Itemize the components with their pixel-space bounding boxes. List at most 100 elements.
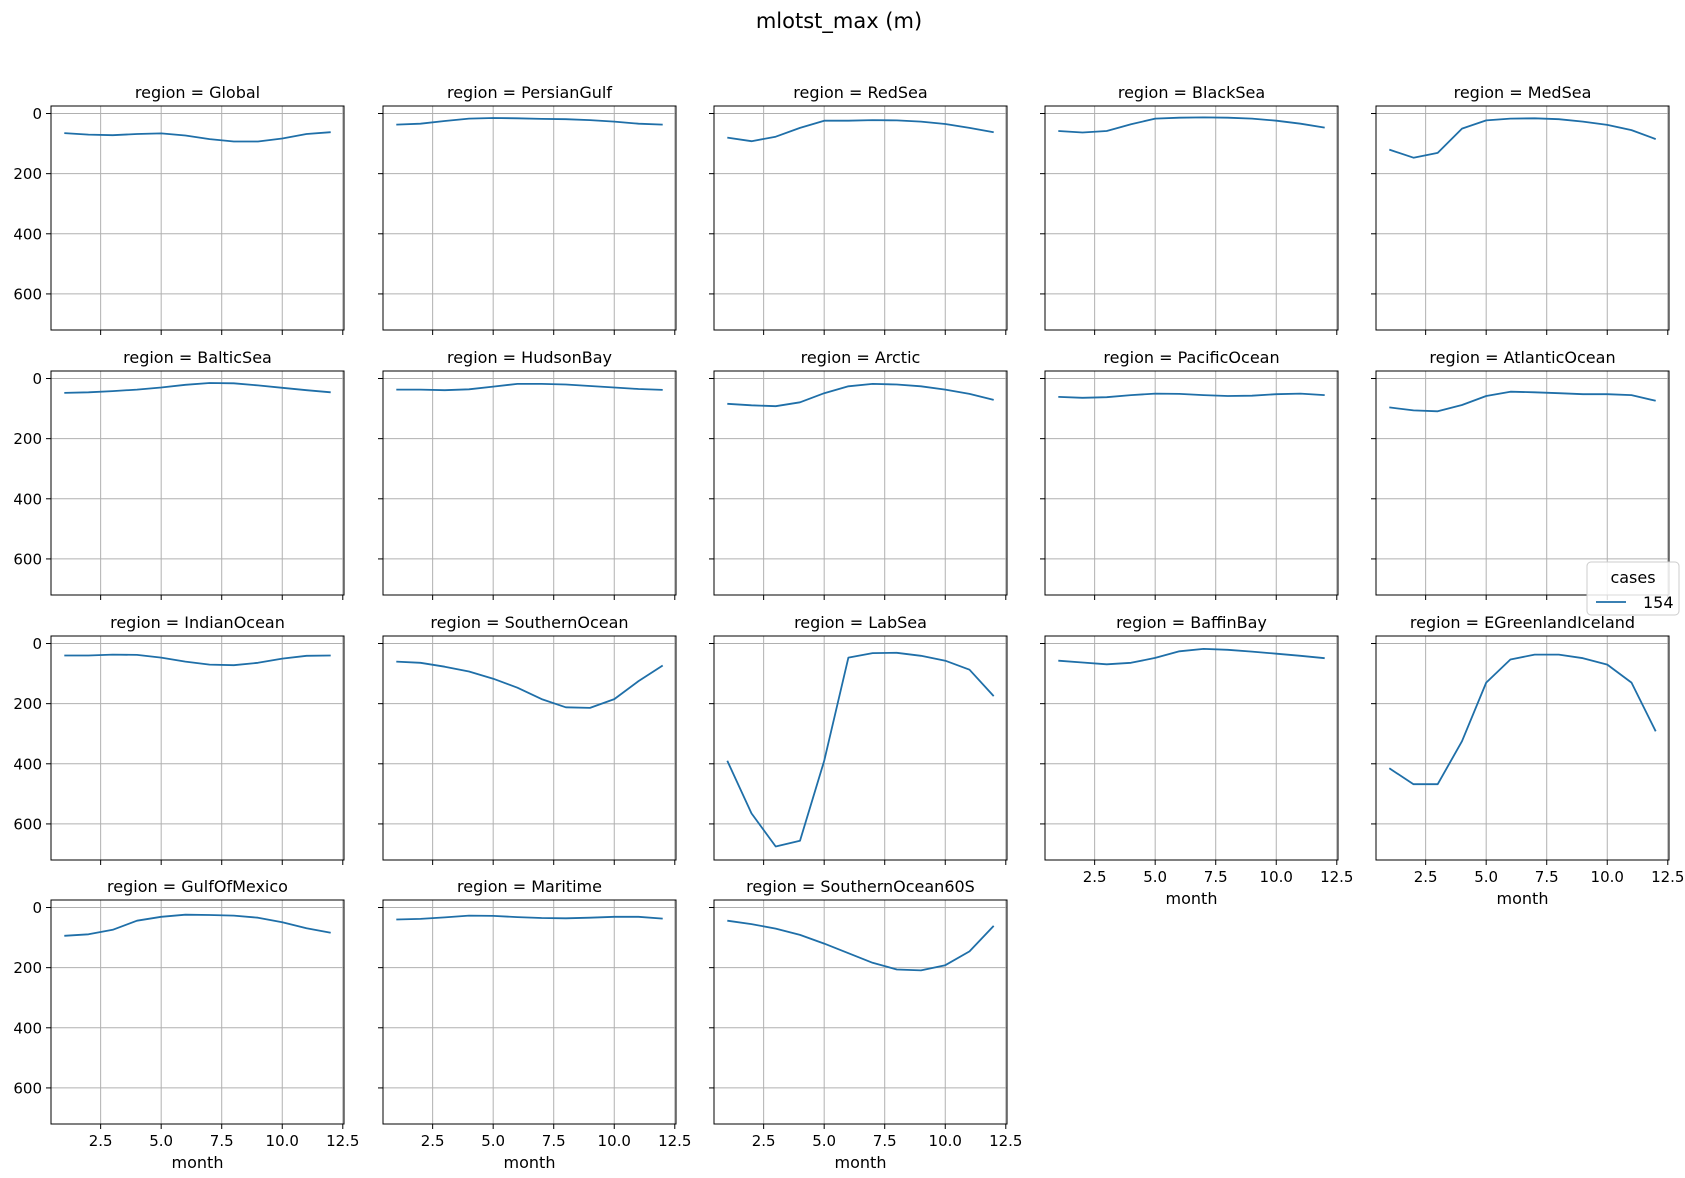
panel-title: region = IndianOcean	[110, 613, 285, 632]
axes-frame	[50, 899, 345, 1125]
facet-panels: region = Global 0 200 400 600 region = Persia…	[13, 83, 1684, 1172]
series-line	[64, 131, 331, 143]
legend-title: cases	[1610, 568, 1655, 587]
facet-panel: region = Maritime 2.5 5.0 7.5 10.0 12.5 month	[378, 877, 691, 1172]
x-tick-label: 7.5	[873, 1132, 897, 1150]
axes-frame	[50, 635, 345, 861]
series-line	[1058, 116, 1325, 134]
series-line	[64, 382, 331, 394]
axes-frame	[1375, 105, 1670, 331]
series-line	[1389, 390, 1656, 413]
legend: cases 154	[1586, 561, 1680, 616]
axes-frame	[50, 370, 345, 596]
x-axis-label: month	[1497, 889, 1549, 908]
panel-title: region = EGreenlandIceland	[1410, 613, 1635, 632]
x-tick-label: 2.5	[421, 1132, 445, 1150]
axes-frame	[382, 899, 677, 1125]
series-line	[64, 653, 331, 667]
x-tick-label: 10.0	[1260, 868, 1293, 886]
axes-frame	[382, 105, 677, 331]
panel-title: region = AtlanticOcean	[1429, 348, 1615, 367]
x-tick-label: 7.5	[210, 1132, 234, 1150]
x-axis-label: month	[835, 1153, 887, 1172]
facet-panel: region = PacificOcean	[1040, 348, 1339, 600]
axes-frame	[382, 370, 677, 596]
facet-panel: region = RedSea	[709, 83, 1008, 335]
y-tick-label: 0	[32, 370, 42, 388]
panel-title: region = SouthernOcean60S	[746, 877, 975, 896]
facet-panel: region = SouthernOcean60S 2.5 5.0 7.5 10.0 12…	[709, 877, 1022, 1172]
x-tick-label: 2.5	[1083, 868, 1107, 886]
facet-panel: region = SouthernOcean	[378, 613, 677, 865]
facet-panel: region = BalticSea 0 200 400 600	[13, 348, 345, 600]
x-axis-label: month	[172, 1153, 224, 1172]
x-tick-label: 7.5	[1204, 868, 1228, 886]
y-tick-label: 400	[13, 490, 42, 508]
series-line	[727, 382, 994, 408]
facet-panel: region = GulfOfMexico 0 200 400 600 2.5 5.0 7.5…	[13, 877, 359, 1172]
series-line	[726, 651, 995, 848]
panel-title: region = PersianGulf	[447, 83, 612, 102]
panel-title: region = GulfOfMexico	[107, 877, 288, 896]
series-line	[396, 660, 664, 709]
series-line	[727, 919, 995, 972]
facet-panel: region = EGreenlandIceland 2.5 5.0 7.5 10.0 1…	[1371, 613, 1684, 908]
x-tick-label: 2.5	[752, 1132, 776, 1150]
x-tick-label: 2.5	[1414, 868, 1438, 886]
y-tick-label: 600	[13, 815, 42, 833]
y-tick-label: 600	[13, 285, 42, 303]
panel-title: region = SouthernOcean	[430, 613, 628, 632]
x-tick-label: 5.0	[812, 1132, 836, 1150]
panel-title: region = PacificOcean	[1103, 348, 1279, 367]
panel-title: region = RedSea	[793, 83, 927, 102]
axes-frame	[1044, 105, 1339, 331]
series-line	[1058, 392, 1325, 399]
axes-frame	[1044, 635, 1339, 861]
series-line	[1388, 653, 1657, 786]
axes-frame	[713, 105, 1008, 331]
x-tick-label: 5.0	[149, 1132, 173, 1150]
y-tick-label: 0	[32, 899, 42, 917]
panel-title: region = HudsonBay	[447, 348, 612, 367]
facet-panel: region = Arctic	[709, 348, 1008, 600]
series-line	[64, 913, 331, 937]
x-tick-label: 5.0	[481, 1132, 505, 1150]
facet-panel: region = AtlanticOcean	[1371, 348, 1670, 600]
x-tick-label: 12.5	[989, 1132, 1022, 1150]
series-line	[396, 382, 663, 392]
panel-title: region = MedSea	[1454, 83, 1592, 102]
y-tick-label: 0	[32, 635, 42, 653]
x-tick-label: 5.0	[1143, 868, 1167, 886]
facet-panel: region = LabSea	[709, 613, 1008, 865]
y-tick-label: 400	[13, 225, 42, 243]
series-line	[396, 117, 663, 126]
figure-title: mlotst_max (m)	[756, 9, 922, 34]
axes-frame	[1044, 370, 1339, 596]
x-tick-label: 10.0	[266, 1132, 299, 1150]
x-tick-label: 10.0	[1591, 868, 1624, 886]
axes-frame	[1375, 370, 1670, 596]
y-tick-label: 600	[13, 550, 42, 568]
panel-title: region = BaffinBay	[1116, 613, 1267, 632]
axes-frame	[382, 635, 677, 861]
x-tick-label: 12.5	[658, 1132, 691, 1150]
x-tick-label: 5.0	[1474, 868, 1498, 886]
facet-panel: region = BlackSea	[1040, 83, 1339, 335]
y-tick-label: 200	[13, 165, 42, 183]
panel-title: region = LabSea	[794, 613, 927, 632]
panel-title: region = Global	[135, 83, 260, 102]
series-line	[1058, 648, 1325, 666]
x-tick-label: 7.5	[1535, 868, 1559, 886]
y-tick-label: 200	[13, 959, 42, 977]
axes-frame	[1375, 635, 1670, 861]
y-tick-label: 0	[32, 105, 42, 123]
facet-panel: region = BaffinBay 2.5 5.0 7.5 10.0 12.5 month	[1040, 613, 1353, 908]
axes-frame	[713, 635, 1008, 861]
axes-frame	[713, 370, 1008, 596]
y-tick-label: 400	[13, 755, 42, 773]
x-axis-label: month	[1166, 889, 1218, 908]
x-tick-label: 12.5	[326, 1132, 359, 1150]
y-tick-label: 400	[13, 1019, 42, 1037]
series-line	[727, 119, 994, 143]
panel-title: region = Arctic	[801, 348, 921, 367]
